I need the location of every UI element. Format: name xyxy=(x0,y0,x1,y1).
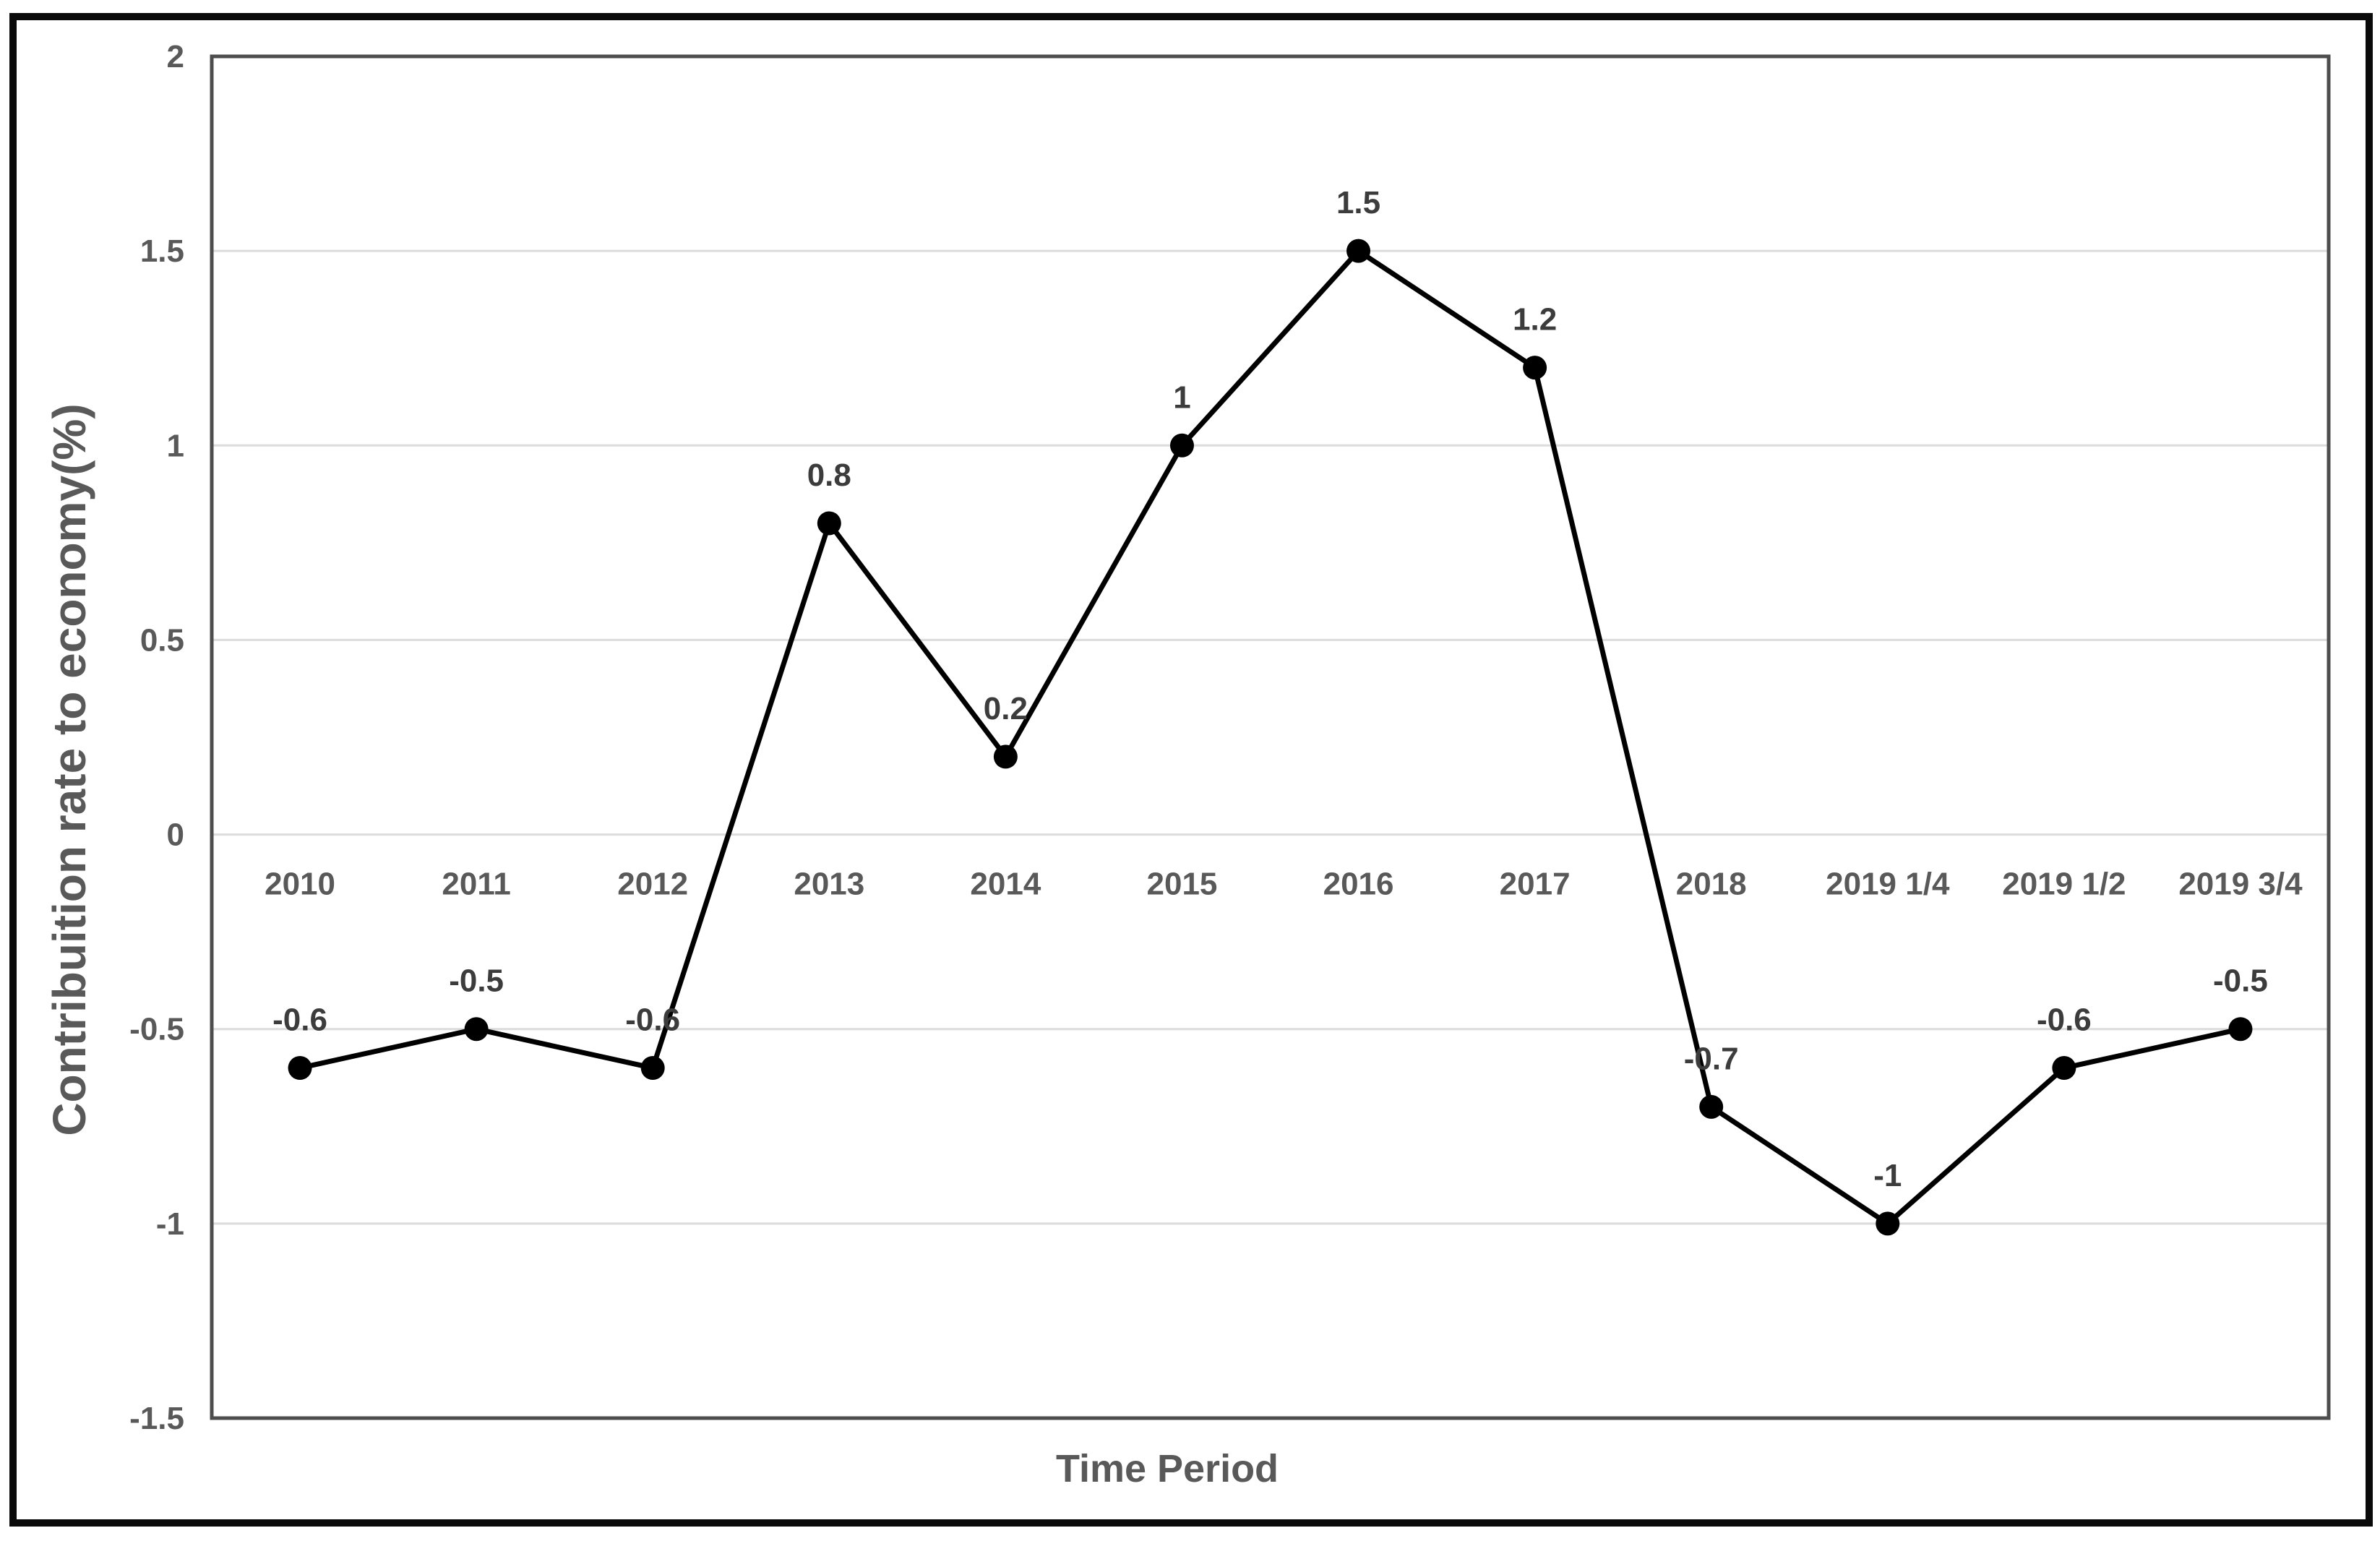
y-tick-label: 2 xyxy=(167,39,184,74)
data-point-marker xyxy=(464,1017,489,1042)
x-category-label: 2014 xyxy=(970,867,1041,902)
y-tick-labels-group: 2 1.5 1 0.5 0 -0.5 -1 -1.5 xyxy=(129,39,184,1436)
x-category-label: 2019 3/4 xyxy=(2178,867,2303,902)
x-category-label: 2019 1/2 xyxy=(2002,867,2126,902)
y-tick-label: -0.5 xyxy=(129,1012,184,1047)
data-point-marker xyxy=(1346,239,1371,263)
data-point-label: -0.7 xyxy=(1684,1041,1739,1076)
data-point-label: 0.2 xyxy=(984,691,1028,726)
data-point-marker xyxy=(1699,1094,1724,1119)
x-category-label: 2013 xyxy=(794,867,864,902)
data-point-label: -0.5 xyxy=(449,963,504,999)
x-category-label: 2019 1/4 xyxy=(1826,867,1950,902)
y-tick-label: 1.5 xyxy=(140,233,184,269)
x-category-label: 2011 xyxy=(442,867,510,902)
data-point-label: -0.6 xyxy=(2037,1003,2092,1038)
gridlines-group xyxy=(212,249,2329,1225)
data-point-label: 1.5 xyxy=(1336,185,1380,220)
data-point-marker xyxy=(288,1056,312,1081)
series-line xyxy=(297,248,2243,1227)
y-tick-label: 0 xyxy=(167,817,184,853)
data-point-marker xyxy=(640,1056,665,1081)
data-point-marker xyxy=(817,511,841,536)
x-category-label: 2010 xyxy=(265,867,335,902)
x-category-label: 2012 xyxy=(617,867,688,902)
data-point-label: 1.2 xyxy=(1513,302,1557,338)
plot-border-group xyxy=(210,54,2331,1420)
data-point-label: -0.5 xyxy=(2213,963,2268,999)
x-axis-title: Time Period xyxy=(1055,1447,1279,1490)
data-point-marker xyxy=(2228,1017,2253,1042)
x-category-labels-group: 2010 2011 2012 2013 2014 2015 2016 2017 2018 2019… xyxy=(265,867,2303,902)
y-axis-title: Contribuition rate to economy(%) xyxy=(43,403,95,1136)
x-category-label: 2016 xyxy=(1323,867,1394,902)
data-point-label: -0.6 xyxy=(625,1003,680,1038)
data-point-marker xyxy=(1876,1211,1900,1236)
data-point-marker xyxy=(1169,433,1194,458)
series-line-group xyxy=(297,248,2243,1227)
data-point-label: 0.8 xyxy=(807,458,851,493)
x-category-label: 2015 xyxy=(1147,867,1218,902)
y-tick-label: -1 xyxy=(156,1206,184,1242)
data-point-label: 1 xyxy=(1173,379,1190,415)
data-point-marker xyxy=(993,744,1018,769)
markers-group xyxy=(288,239,2253,1236)
data-labels-group: -0.6 -0.5 -0.6 0.8 0.2 1 1.5 1.2 -0.7 -1 -0.6 -0.5 xyxy=(272,185,2268,1193)
chart-frame-border xyxy=(9,13,2373,1527)
y-tick-label: -1.5 xyxy=(129,1401,184,1436)
x-category-label: 2018 xyxy=(1676,867,1747,902)
y-tick-label: 1 xyxy=(167,428,184,463)
y-tick-label: 0.5 xyxy=(140,622,184,658)
data-point-marker xyxy=(2052,1056,2076,1081)
data-point-label: -0.6 xyxy=(272,1003,327,1038)
x-category-label: 2017 xyxy=(1500,867,1571,902)
data-point-label: -1 xyxy=(1873,1158,1902,1193)
plot-area-border xyxy=(210,54,2331,1420)
data-point-marker xyxy=(1523,356,1547,380)
